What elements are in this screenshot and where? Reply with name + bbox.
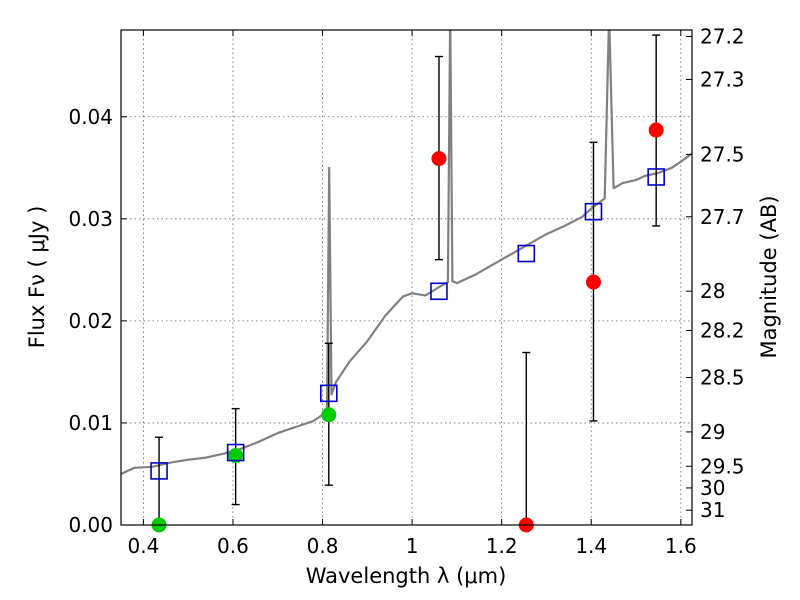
y2-tick-label: 31 <box>700 498 725 522</box>
photometry-point-green <box>228 448 244 464</box>
marker-layer <box>150 122 665 533</box>
ticks: 0.4 0.6 0.8 1 1.2 1.4 1.6 0.00 0.01 0.02 0.03 0.04 2… <box>68 24 744 558</box>
y2-tick-label: 28.2 <box>700 319 745 343</box>
y2-tick-label: 29.5 <box>700 454 745 478</box>
x-tick-label: 0.6 <box>217 534 249 558</box>
y2-tick-label: 29 <box>700 420 725 444</box>
model-flux-square <box>319 384 338 403</box>
photometry-point-red <box>648 122 664 138</box>
y-tick-label: 0.04 <box>68 105 113 129</box>
x-tick-label: 1 <box>406 534 419 558</box>
y2-tick-label: 28 <box>700 279 725 303</box>
errorbar-layer <box>155 34 661 525</box>
y-tick-label: 0.03 <box>68 207 113 231</box>
y2-tick-label: 27.3 <box>700 67 745 91</box>
y-tick-label: 0.02 <box>68 309 113 333</box>
photometry-point-green <box>321 407 337 423</box>
y2-tick-label: 27.7 <box>700 205 745 229</box>
y2-tick-label: 30 <box>700 476 725 500</box>
model-flux-square <box>430 282 448 301</box>
model-flux-square <box>150 462 168 480</box>
y-tick-label: 0.00 <box>68 513 113 537</box>
x-tick-label: 1.4 <box>575 534 607 558</box>
model-flux-square <box>647 168 665 186</box>
y2-tick-label: 27.2 <box>700 24 745 48</box>
model-flux-square <box>584 202 603 221</box>
model-spectrum-line <box>121 30 692 475</box>
x-tick-label: 1.2 <box>486 534 518 558</box>
y2-axis-label: Magnitude (AB) <box>757 195 781 358</box>
y-tick-label: 0.01 <box>68 411 113 435</box>
x-tick-label: 0.4 <box>127 534 159 558</box>
model-spectrum-layer <box>121 30 692 475</box>
plot-frame <box>120 29 693 526</box>
x-tick-label: 0.8 <box>307 534 339 558</box>
photometry-point-red <box>431 151 447 167</box>
grid <box>121 30 692 525</box>
model-flux-square <box>517 244 536 263</box>
y2-tick-label: 27.5 <box>700 142 745 166</box>
x-axis-label: Wavelength λ (μm) <box>306 564 507 588</box>
x-tick-label: 1.6 <box>665 534 697 558</box>
model-flux-square <box>226 443 245 462</box>
photometry-point-red <box>585 274 601 290</box>
y2-tick-label: 28.5 <box>700 365 745 389</box>
y-axis-label: Flux Fν ( μJy ) <box>25 206 49 349</box>
